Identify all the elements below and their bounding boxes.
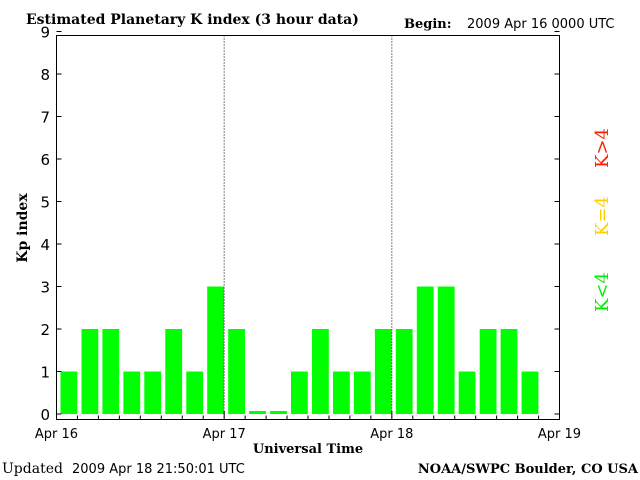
day-separators <box>223 35 393 420</box>
begin-label: Begin: <box>404 17 452 32</box>
y-tick-label: 1 <box>40 364 50 382</box>
kp-bar <box>312 329 329 414</box>
kp-bar <box>60 371 78 414</box>
updated-value: 2009 Apr 18 21:50:01 UTC <box>72 462 245 477</box>
kp-bar <box>207 286 224 414</box>
y-axis-label: Kp index <box>15 193 31 263</box>
y-tick-label: 0 <box>40 406 50 424</box>
x-axis: Apr 16 Apr 17 Apr 18 Apr 19 <box>35 411 581 442</box>
kp-bar <box>458 371 476 414</box>
kp-bar <box>374 329 392 414</box>
kp-bar <box>395 329 413 414</box>
bars-group <box>60 286 539 414</box>
y-tick-label: 3 <box>40 279 50 297</box>
kp-bar <box>291 371 308 414</box>
kp-bar <box>500 329 518 414</box>
kp-bar <box>479 329 497 414</box>
x-tick-label: Apr 19 <box>538 427 581 442</box>
kp-bar <box>81 329 99 414</box>
kp-bar <box>165 329 183 414</box>
x-axis-label: Universal Time <box>253 442 363 457</box>
kp-bar <box>333 371 350 414</box>
y-tick-label: 7 <box>40 109 50 127</box>
y-tick-label: 8 <box>40 66 50 84</box>
kp-bar <box>353 371 371 414</box>
kp-bar <box>437 286 455 414</box>
kp-bar <box>270 411 287 414</box>
chart-title: Estimated Planetary K index (3 hour data… <box>26 12 359 28</box>
kp-bar <box>521 371 539 414</box>
kp-bar <box>123 371 141 414</box>
kp-bar <box>416 286 434 414</box>
kp-bar <box>102 329 120 414</box>
kp-bar <box>228 329 245 414</box>
kp-bar <box>249 411 266 414</box>
begin-value: 2009 Apr 16 0000 UTC <box>467 17 615 32</box>
legend-k-equal-4: K=4 <box>592 196 613 236</box>
y-tick-label: 9 <box>40 24 50 42</box>
kp-bar <box>186 371 204 414</box>
y-axis: 0 1 2 3 4 5 6 7 8 9 <box>40 24 560 424</box>
y-tick-label: 6 <box>40 151 50 169</box>
y-tick-label: 2 <box>40 321 50 339</box>
x-tick-label: Apr 17 <box>203 427 246 442</box>
source-credit: NOAA/SWPC Boulder, CO USA <box>418 462 639 477</box>
legend-k-greater-4: K>4 <box>592 128 613 168</box>
legend-k-less-4: K<4 <box>592 272 613 312</box>
x-tick-label: Apr 18 <box>370 427 413 442</box>
updated-label: Updated <box>2 461 63 477</box>
y-tick-label: 4 <box>40 236 50 254</box>
kp-bar <box>144 371 162 414</box>
y-tick-label: 5 <box>40 194 50 212</box>
x-tick-label: Apr 16 <box>35 427 78 442</box>
